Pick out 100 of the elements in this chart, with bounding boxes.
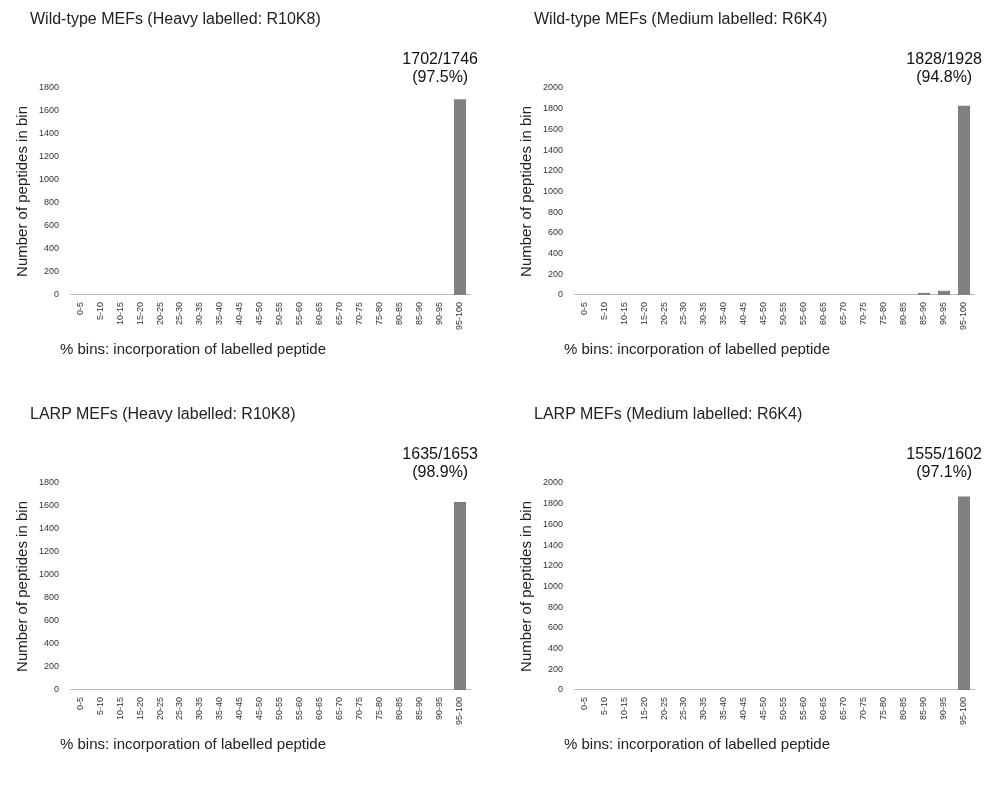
y-tick-label: 0 [558,289,564,300]
x-tick-label: 75-80 [374,696,385,721]
x-tick-label: 90-95 [938,696,949,721]
bar [938,290,950,295]
x-tick-label: 5-10 [94,301,105,320]
y-tick-label: 400 [547,643,564,654]
x-tick-label: 30-35 [194,301,205,326]
x-axis-title: % bins: incorporation of labelled peptide [564,340,831,357]
x-tick-label: 40-45 [234,696,245,721]
y-tick-label: 1600 [38,500,60,511]
chart-title: LARP MEFs (Heavy labelled: R10K8) [30,405,296,423]
y-tick-label: 1200 [542,560,564,571]
y-tick-label: 0 [54,684,60,695]
x-tick-label: 50-55 [274,696,285,721]
y-tick-label: 600 [547,227,564,238]
y-tick-label: 1400 [38,128,60,139]
x-tick-label: 35-40 [214,301,225,326]
y-tick-label: 1400 [38,523,60,534]
x-tick-label: 55-60 [798,696,809,721]
y-axis-title: Number of peptides in bin [517,106,535,277]
y-tick-label: 1800 [38,82,60,93]
x-tick-label: 95-100 [958,696,969,726]
x-tick-label: 95-100 [454,696,465,726]
x-tick-label: 40-45 [234,301,245,326]
bar [958,105,970,295]
x-tick-label: 35-40 [718,696,729,721]
y-tick-label: 200 [43,266,60,277]
x-tick-label: 60-65 [818,301,829,326]
x-tick-label: 55-60 [294,696,305,721]
y-tick-label: 200 [43,661,60,672]
y-tick-label: 200 [547,268,564,279]
x-tick-label: 65-70 [334,301,345,326]
x-tick-label: 65-70 [838,301,849,326]
x-tick-label: 60-65 [314,696,325,721]
x-tick-label: 45-50 [254,696,265,721]
y-tick-label: 1000 [542,580,564,591]
y-tick-label: 1400 [542,539,564,550]
x-tick-label: 60-65 [818,696,829,721]
y-tick-label: 1800 [38,477,60,488]
chart-title: LARP MEFs (Medium labelled: R6K4) [534,405,803,423]
y-tick-label: 1000 [38,174,60,185]
y-tick-label: 1600 [542,123,564,134]
x-tick-label: 85-90 [414,301,425,326]
y-tick-label: 2000 [542,82,564,93]
y-axis-title: Number of peptides in bin [517,501,535,672]
y-tick-label: 1400 [542,144,564,155]
x-tick-label: 65-70 [334,696,345,721]
text: 1828/1928 (94.8%) [906,50,983,86]
y-tick-label: 1000 [38,569,60,580]
x-tick-label: 80-85 [394,301,405,326]
y-tick-label: 800 [547,206,564,217]
x-tick-label: 90-95 [938,301,949,326]
x-tick-label: 70-75 [354,696,365,721]
x-tick-label: 15-20 [638,301,649,326]
y-tick-label: 1600 [38,105,60,116]
x-tick-label: 55-60 [294,301,305,326]
text: 1702/1746 (97.5%) [402,50,479,86]
x-tick-label: 45-50 [758,696,769,721]
y-tick-label: 600 [43,220,60,231]
x-tick-label: 25-30 [174,301,185,326]
y-tick-label: 400 [43,243,60,254]
bar [918,292,930,295]
y-tick-label: 1600 [542,518,564,529]
x-tick-label: 10-15 [618,301,629,326]
x-tick-label: 50-55 [274,301,285,326]
x-tick-label: 95-100 [958,301,969,331]
y-tick-label: 1200 [38,151,60,162]
x-tick-label: 40-45 [738,696,749,721]
x-tick-label: 15-20 [134,696,145,721]
x-tick-label: 90-95 [434,696,445,721]
x-tick-label: 40-45 [738,301,749,326]
x-tick-label: 30-35 [698,301,709,326]
text: 1555/1602 (97.1%) [906,445,983,481]
x-tick-label: 20-25 [658,696,669,721]
y-axis-title: Number of peptides in bin [13,106,31,277]
x-tick-label: 80-85 [898,696,909,721]
x-tick-label: 0-5 [578,696,589,710]
x-tick-label: 5-10 [598,301,609,320]
y-tick-label: 600 [43,615,60,626]
x-tick-label: 30-35 [194,696,205,721]
x-tick-label: 25-30 [174,696,185,721]
x-tick-label: 65-70 [838,696,849,721]
y-tick-label: 1200 [38,546,60,557]
x-tick-label: 45-50 [758,301,769,326]
y-axis-title: Number of peptides in bin [13,501,31,672]
x-axis-title: % bins: incorporation of labelled peptide [60,735,327,752]
y-tick-label: 400 [43,638,60,649]
x-tick-label: 20-25 [658,301,669,326]
x-tick-label: 10-15 [114,696,125,721]
x-tick-label: 45-50 [254,301,265,326]
x-axis-title: % bins: incorporation of labelled peptide [60,340,327,357]
x-tick-label: 50-55 [778,696,789,721]
x-tick-label: 20-25 [154,696,165,721]
x-tick-label: 15-20 [134,301,145,326]
y-tick-label: 0 [54,289,60,300]
text: 1635/1653 (98.9%) [402,445,479,481]
y-tick-label: 0 [558,684,564,695]
x-tick-label: 10-15 [618,696,629,721]
y-tick-label: 400 [547,248,564,259]
y-tick-label: 800 [43,197,60,208]
